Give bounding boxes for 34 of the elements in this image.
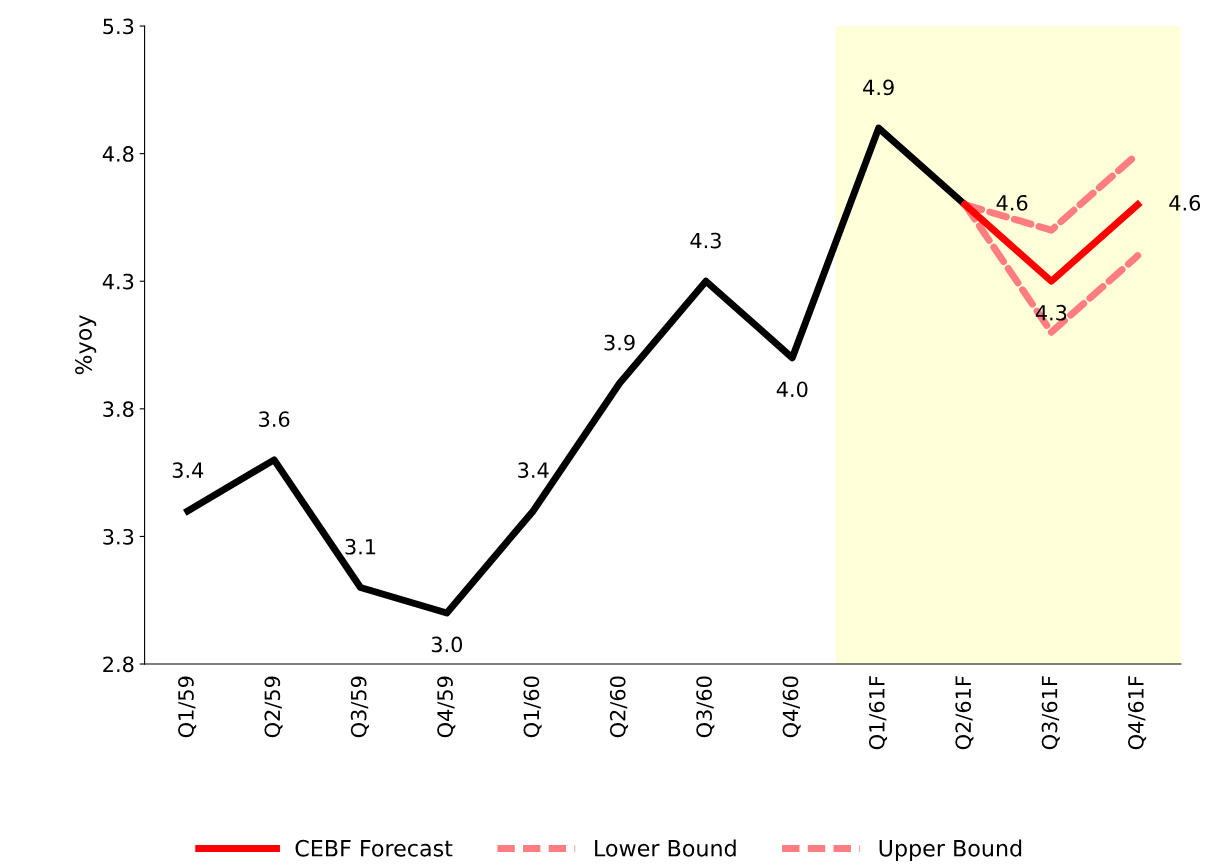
legend-label: CEBF Forecast [295,839,453,857]
x-tick-label: Q1/59 [178,676,197,738]
data-label: 4.3 [690,232,721,249]
data-label: 4.9 [863,79,894,96]
x-tick-label: Q2/61F [955,676,974,750]
legend-label: Upper Bound [879,839,1022,861]
x-tick-label: Q2/59 [264,676,283,738]
data-label: 3.6 [259,411,290,428]
y-tick-label: 5.3 [103,18,134,35]
y-tick-label: 2.8 [103,656,134,673]
y-tick-label: 4.8 [102,146,134,162]
y-tick-label: 4.3 [102,273,134,290]
x-tick-label: Q1/61F [868,676,888,750]
x-tick-label: Q3/59 [350,676,369,738]
x-tick-label: Q3/61F [1041,676,1060,750]
data-label: 3.9 [604,334,635,351]
x-tick-label: Q4/59 [437,676,456,738]
data-label: 4.0 [776,381,808,398]
y-tick-label: 3.3 [103,528,134,545]
data-label: 4.6 [996,194,1028,211]
data-label: 3.4 [172,462,204,479]
data-label: 4.6 [1169,194,1201,211]
x-tick-label: Q4/60 [782,676,801,738]
y-tick-label: 3.8 [103,401,134,418]
x-tick-label: Q2/60 [609,676,629,738]
y-axis-title: %yoy [75,315,97,375]
legend-label: Lower Bound [595,839,736,857]
data-label: 4.3 [1035,304,1067,321]
data-label: 3.0 [431,636,463,653]
x-tick-label: Q4/61F [1128,676,1147,750]
x-tick-label: Q3/60 [696,676,715,738]
data-label: 3.4 [518,462,549,479]
x-tick-label: Q1/60 [523,676,542,738]
data-label: 3.1 [345,538,376,555]
